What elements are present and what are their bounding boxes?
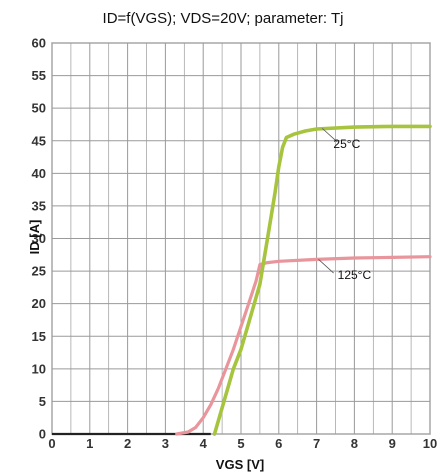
x-tick-label: 9 [389, 436, 396, 451]
series-label-125c: 125°C [338, 268, 372, 282]
x-tick-label: 10 [423, 436, 437, 451]
x-tick-label: 7 [313, 436, 320, 451]
x-tick-label: 3 [162, 436, 169, 451]
x-tick-label: 8 [351, 436, 358, 451]
y-tick-label: 55 [32, 68, 46, 83]
x-tick-label: 5 [237, 436, 244, 451]
y-tick-label: 20 [32, 296, 46, 311]
series-line-25c [212, 124, 432, 436]
grid [51, 42, 431, 435]
y-tick-label: 60 [32, 36, 46, 51]
y-tick-label: 30 [32, 231, 46, 246]
x-tick-label: 2 [124, 436, 131, 451]
chart-title: ID=f(VGS); VDS=20V; parameter: Tj [103, 10, 344, 27]
y-tick-label: 0 [39, 427, 46, 442]
y-tick-label: 15 [32, 329, 46, 344]
y-tick-label: 35 [32, 198, 46, 213]
y-axis-label: ID [A] [27, 220, 42, 255]
series-line-125c [175, 255, 432, 436]
x-axis-label: VGS [V] [216, 457, 264, 472]
series-lines [52, 124, 432, 436]
y-tick-label: 5 [39, 394, 46, 409]
x-tick-label: 6 [275, 436, 282, 451]
series-labels: 25°C 125°C [318, 128, 371, 282]
y-tick-label: 10 [32, 361, 46, 376]
label-leader-125c [318, 259, 334, 274]
x-tick-label: 4 [200, 436, 208, 451]
x-tick-labels: 0 1 2 3 4 5 6 7 8 9 10 [48, 436, 437, 451]
y-tick-label: 25 [32, 264, 46, 279]
x-tick-label: 0 [48, 436, 55, 451]
y-tick-label: 45 [32, 133, 46, 148]
y-tick-label: 50 [32, 101, 46, 116]
y-tick-label: 40 [32, 166, 46, 181]
series-label-25c: 25°C [333, 137, 360, 151]
x-tick-label: 1 [86, 436, 93, 451]
label-leader-25c [322, 128, 338, 143]
y-tick-labels: 0 5 10 15 20 25 30 35 40 45 50 55 60 [32, 36, 46, 442]
